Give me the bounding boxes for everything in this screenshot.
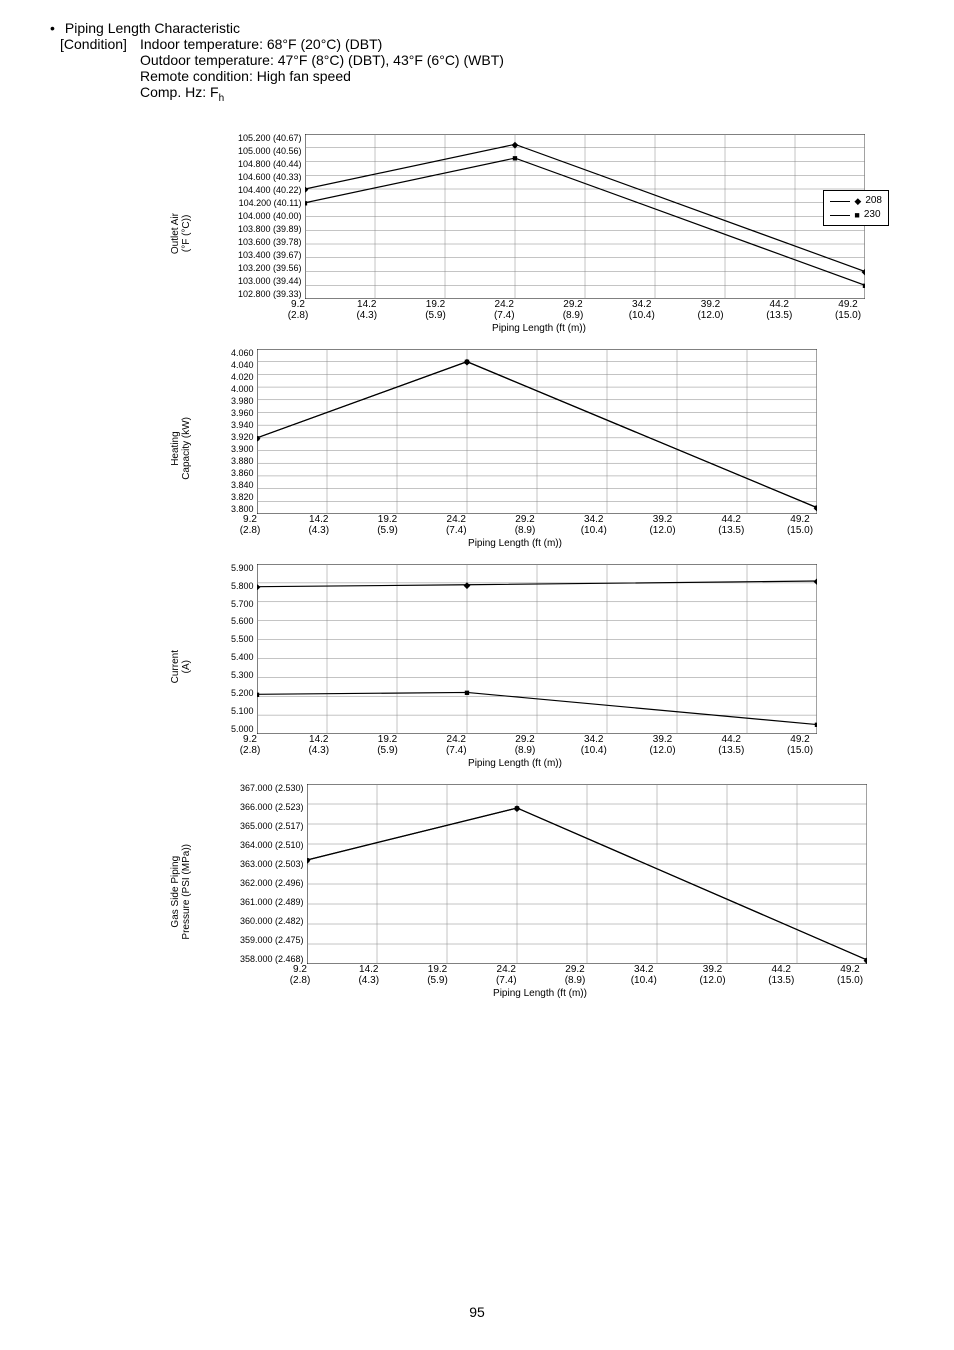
page-number: 95 <box>0 1304 954 1320</box>
xticks-1-top: 9.214.219.224.229.234.239.244.249.2 <box>273 299 873 310</box>
condition-line1: Indoor temperature: 68°F (20°C) (DBT) <box>140 36 904 52</box>
svg-text:■: ■ <box>257 433 260 443</box>
legend-item-230: ■ 230 <box>830 208 882 222</box>
svg-text:■: ■ <box>814 719 817 729</box>
plot-3: ◆ ◆ ◆ ■ ■ ■ <box>257 564 817 734</box>
xticks-3-top: 9.214.219.224.229.234.239.244.249.2 <box>225 734 825 745</box>
title-line: • Piping Length Characteristic <box>50 20 904 36</box>
yticks-1: 105.200 (40.67)105.000 (40.56)104.800 (4… <box>214 134 302 299</box>
svg-text:■: ■ <box>464 356 469 366</box>
legend-item-208: ◆ 208 <box>830 194 882 208</box>
plot-1: ◆◆◆■■■ <box>305 134 865 299</box>
chart-heating-capacity: HeatingCapacity (kW) 4.0604.0404.0204.00… <box>170 349 904 549</box>
ylabel-3: Current(A) <box>170 650 200 683</box>
svg-text:◆: ◆ <box>511 139 518 149</box>
plot-4: ◆◆◆■■■ <box>307 784 867 964</box>
xlabel-4: Piping Length (ft (m)) <box>493 988 587 999</box>
condition-block: [Condition] Indoor temperature: 68°F (20… <box>60 36 904 104</box>
xticks-1-bottom: (2.8)(4.3)(5.9)(7.4)(8.9)(10.4)(12.0)(13… <box>273 310 873 321</box>
xticks-2-bottom: (2.8)(4.3)(5.9)(7.4)(8.9)(10.4)(12.0)(13… <box>225 525 825 536</box>
svg-text:■: ■ <box>814 502 817 512</box>
svg-text:■: ■ <box>512 153 517 163</box>
header-block: • Piping Length Characteristic [Conditio… <box>50 20 904 104</box>
chart-current: Current(A) 5.9005.8005.7005.6005.5005.40… <box>170 564 904 769</box>
yticks-3: 5.9005.8005.7005.6005.5005.4005.3005.200… <box>214 564 254 734</box>
svg-text:◆: ◆ <box>463 580 470 590</box>
charts-container: ◆ 208 ■ 230 Outlet Air(°F (°C)) 105.200 … <box>170 134 904 999</box>
yticks-4: 367.000 (2.530)366.000 (2.523)365.000 (2… <box>214 784 304 964</box>
xlabel-1: Piping Length (ft (m)) <box>492 323 586 334</box>
xticks-4-top: 9.214.219.224.229.234.239.244.249.2 <box>275 964 875 975</box>
bullet-icon: • <box>50 20 55 36</box>
condition-label: [Condition] <box>60 36 140 52</box>
xlabel-3: Piping Length (ft (m)) <box>468 758 562 769</box>
svg-text:■: ■ <box>257 689 260 699</box>
svg-text:■: ■ <box>305 198 308 208</box>
legend: ◆ 208 ■ 230 <box>823 190 889 226</box>
xticks-4-bottom: (2.8)(4.3)(5.9)(7.4)(8.9)(10.4)(12.0)(13… <box>275 975 875 986</box>
xlabel-2: Piping Length (ft (m)) <box>468 538 562 549</box>
ylabel-4: Gas Side PipingPressure (PSI (MPa)) <box>170 844 200 940</box>
chart-outlet-air: Outlet Air(°F (°C)) 105.200 (40.67)105.0… <box>170 134 904 334</box>
plot-2: ◆◆◆■■■ <box>257 349 817 514</box>
ylabel-2: HeatingCapacity (kW) <box>170 417 200 480</box>
chart-gas-pressure: Gas Side PipingPressure (PSI (MPa)) 367.… <box>170 784 904 999</box>
xticks-3-bottom: (2.8)(4.3)(5.9)(7.4)(8.9)(10.4)(12.0)(13… <box>225 745 825 756</box>
svg-text:◆: ◆ <box>305 184 309 194</box>
svg-text:■: ■ <box>464 687 469 697</box>
title-text: Piping Length Characteristic <box>65 20 240 36</box>
condition-line3: Remote condition: High fan speed <box>140 68 904 84</box>
condition-line2: Outdoor temperature: 47°F (8°C) (DBT), 4… <box>140 52 904 68</box>
ylabel-1: Outlet Air(°F (°C)) <box>170 213 200 254</box>
svg-text:◆: ◆ <box>813 576 816 586</box>
yticks-2: 4.0604.0404.0204.0003.9803.9603.9403.920… <box>214 349 254 514</box>
square-icon: ■ <box>854 209 859 222</box>
svg-text:■: ■ <box>862 280 865 290</box>
svg-text:◆: ◆ <box>257 581 261 591</box>
svg-text:■: ■ <box>864 955 867 964</box>
condition-line4: Comp. Hz: Fh <box>140 84 904 104</box>
diamond-icon: ◆ <box>854 195 861 208</box>
svg-text:◆: ◆ <box>861 266 864 276</box>
svg-text:■: ■ <box>307 855 310 865</box>
svg-text:■: ■ <box>514 803 519 813</box>
xticks-2-top: 9.214.219.224.229.234.239.244.249.2 <box>225 514 825 525</box>
